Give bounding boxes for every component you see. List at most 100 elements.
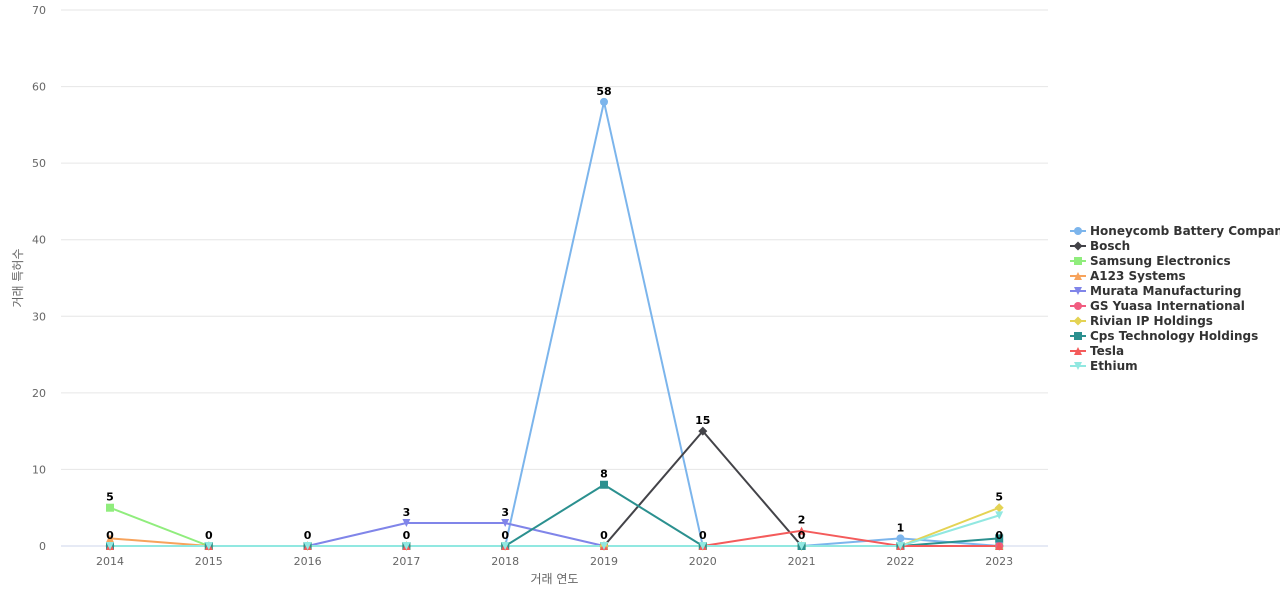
data-label: 1 [897,521,905,534]
legend-marker [1074,227,1082,235]
data-point [896,542,905,550]
data-point [698,426,708,436]
data-label: 0 [798,529,806,542]
legend-item: Tesla [1070,344,1124,358]
data-label: 0 [699,529,707,542]
legend-item: Ethium [1070,359,1138,373]
data-point [501,542,510,550]
x-tick-label: 2022 [886,555,914,568]
data-point [797,526,806,535]
series-line [109,522,1001,547]
data-point [106,503,114,512]
legend-item: Cps Technology Holdings [1070,329,1258,343]
data-point [995,534,1004,543]
data-label: 2 [798,514,806,527]
x-tick-label: 2020 [689,555,717,568]
data-label: 3 [403,506,411,519]
x-tick-label: 2021 [788,555,816,568]
data-point [106,534,114,543]
series-lines [109,100,1001,547]
x-tick-label: 2019 [590,555,618,568]
series-markers [105,97,1004,551]
data-point [995,542,1004,550]
data-label: 5 [106,491,114,504]
series-line [109,514,1001,547]
data-label: 0 [205,529,213,542]
legend-marker [1074,362,1082,370]
legend-marker [1073,241,1083,251]
series-line [109,483,1001,547]
data-label: 3 [501,506,509,519]
x-tick-label: 2018 [491,555,519,568]
data-point [698,542,707,550]
legend-label: Rivian IP Holdings [1090,314,1213,328]
data-point [303,542,312,550]
data-point [995,511,1004,520]
legend-item: Murata Manufacturing [1070,284,1242,298]
legend-label: Bosch [1090,239,1130,253]
grid-lines [61,9,1048,547]
x-tick-label: 2016 [294,555,322,568]
x-tick-label: 2017 [392,555,420,568]
series-line [109,537,1001,547]
y-tick-label: 50 [32,157,46,170]
y-tick-label: 0 [39,540,46,553]
legend-item: Rivian IP Holdings [1070,314,1213,328]
legend-item: Samsung Electronics [1070,254,1231,268]
y-tick-label: 70 [32,4,46,17]
data-point [204,542,213,550]
legend-marker [1074,347,1082,355]
data-point [402,542,411,550]
data-label: 0 [403,529,411,542]
data-label: 0 [501,529,509,542]
y-tick-label: 20 [32,387,46,400]
data-point [600,97,608,106]
data-point [896,534,905,543]
legend-label: Tesla [1090,344,1124,358]
y-axis-title: 거래 특허수 [11,248,25,307]
legend-item: Honeycomb Battery Company [1070,224,1280,238]
legend-marker [1074,302,1082,310]
legend-item: Bosch [1070,239,1130,253]
y-tick-label: 40 [32,234,46,247]
legend-label: GS Yuasa International [1090,299,1245,313]
legend-marker [1074,287,1082,295]
y-tick-label: 10 [32,463,46,476]
data-label: 5 [995,491,1003,504]
data-point [402,519,411,528]
legend-marker [1073,316,1083,326]
legend-label: Murata Manufacturing [1090,284,1242,298]
x-tick-label: 2023 [985,555,1013,568]
data-label: 15 [695,414,710,427]
legend-label: Ethium [1090,359,1138,373]
data-label: 8 [600,468,608,481]
data-point [600,542,608,550]
data-point [106,542,114,550]
data-label: 0 [106,529,114,542]
legend-label: Samsung Electronics [1090,254,1231,268]
data-point [501,519,510,528]
data-point [797,542,806,550]
legend-marker [1074,332,1082,340]
series-line [109,529,1001,547]
x-tick-label: 2015 [195,555,223,568]
legend-marker [1074,272,1082,280]
legend-label: A123 Systems [1090,269,1186,283]
series-line [109,100,1001,547]
series-line [109,430,1001,547]
y-tick-label: 30 [32,310,46,323]
data-point [994,503,1004,513]
x-tick-label: 2014 [96,555,124,568]
data-point [600,480,608,489]
y-tick-label: 60 [32,81,46,94]
legend-label: Honeycomb Battery Company [1090,224,1280,238]
data-label: 58 [596,85,611,98]
legend-item: A123 Systems [1070,269,1186,283]
data-label: 0 [304,529,312,542]
data-label: 0 [600,529,608,542]
